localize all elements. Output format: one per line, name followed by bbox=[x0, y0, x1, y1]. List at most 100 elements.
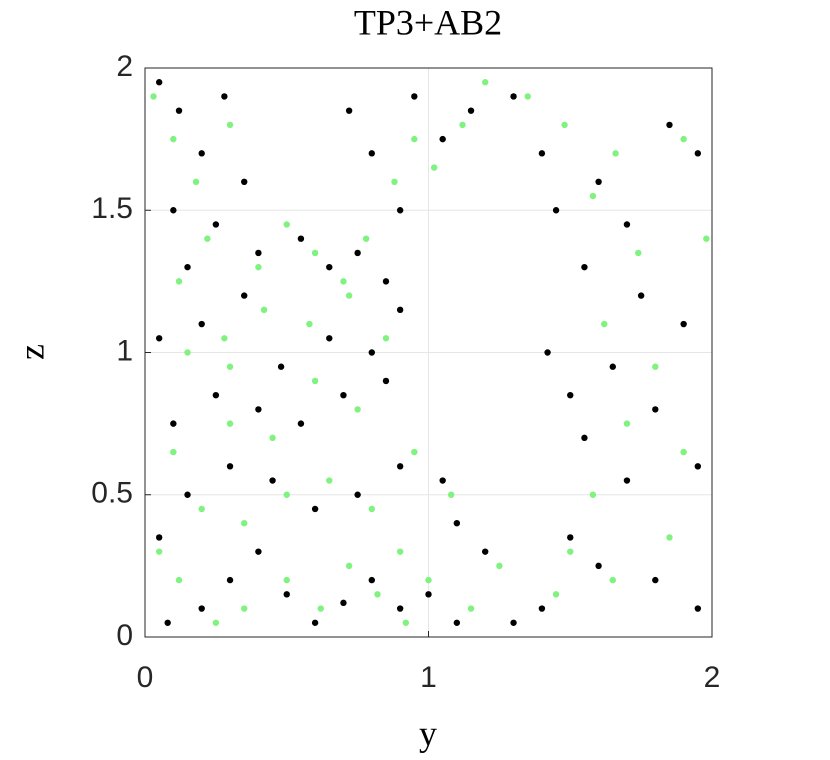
point bbox=[703, 235, 710, 242]
point bbox=[510, 619, 517, 626]
x-tick-label: 1 bbox=[420, 661, 437, 694]
point bbox=[241, 178, 248, 185]
point bbox=[601, 320, 608, 328]
point bbox=[226, 363, 234, 370]
point bbox=[567, 534, 574, 541]
point bbox=[609, 576, 616, 584]
x-tick-label: 2 bbox=[704, 661, 721, 694]
point bbox=[382, 335, 390, 342]
point bbox=[609, 363, 616, 370]
point bbox=[544, 349, 551, 356]
point bbox=[482, 548, 489, 555]
point bbox=[226, 463, 234, 470]
point bbox=[354, 406, 361, 413]
point bbox=[184, 491, 191, 498]
point bbox=[482, 79, 489, 86]
point bbox=[226, 420, 234, 427]
point bbox=[212, 619, 220, 626]
point bbox=[226, 576, 234, 584]
point bbox=[175, 107, 183, 114]
point bbox=[283, 491, 290, 498]
point bbox=[411, 135, 418, 143]
point bbox=[283, 576, 290, 584]
point bbox=[155, 548, 163, 555]
point bbox=[204, 235, 211, 242]
point bbox=[524, 93, 531, 100]
point bbox=[269, 477, 276, 484]
points bbox=[150, 79, 710, 626]
point bbox=[283, 221, 290, 228]
point bbox=[391, 178, 398, 185]
point bbox=[447, 491, 455, 498]
point bbox=[221, 93, 228, 100]
point bbox=[652, 363, 659, 370]
point bbox=[430, 164, 438, 171]
point bbox=[317, 605, 324, 612]
point bbox=[589, 192, 597, 200]
point bbox=[311, 377, 319, 385]
point bbox=[297, 420, 305, 427]
point bbox=[374, 591, 381, 598]
point bbox=[198, 150, 205, 157]
point bbox=[170, 420, 177, 427]
point bbox=[255, 249, 262, 257]
point bbox=[345, 107, 353, 114]
point bbox=[612, 150, 619, 157]
point bbox=[326, 335, 333, 342]
point bbox=[277, 363, 285, 370]
point bbox=[164, 619, 171, 626]
point bbox=[453, 619, 461, 626]
point bbox=[425, 591, 432, 598]
point bbox=[311, 619, 319, 626]
x-tick-label: 0 bbox=[137, 661, 154, 694]
point bbox=[623, 420, 631, 427]
point bbox=[255, 548, 262, 555]
point bbox=[198, 505, 205, 513]
point bbox=[255, 406, 262, 413]
point bbox=[561, 121, 568, 129]
point bbox=[255, 263, 262, 271]
point bbox=[538, 150, 546, 157]
y-tick-label: 1.5 bbox=[91, 192, 133, 225]
point bbox=[368, 349, 375, 356]
point bbox=[155, 534, 163, 541]
point bbox=[538, 605, 546, 612]
point bbox=[459, 121, 466, 129]
point bbox=[170, 448, 177, 456]
point bbox=[368, 150, 375, 157]
point bbox=[453, 520, 461, 527]
point bbox=[340, 391, 347, 399]
point bbox=[567, 548, 574, 555]
point bbox=[362, 235, 370, 242]
point bbox=[581, 434, 588, 442]
point bbox=[411, 448, 418, 456]
point bbox=[345, 292, 353, 299]
point bbox=[212, 221, 220, 228]
point bbox=[269, 434, 276, 442]
point bbox=[340, 599, 347, 607]
point bbox=[175, 576, 183, 584]
point bbox=[510, 93, 517, 100]
point bbox=[354, 249, 361, 257]
point bbox=[552, 591, 560, 598]
point bbox=[680, 448, 687, 456]
x-axis-label: y bbox=[419, 713, 437, 753]
point bbox=[680, 320, 687, 328]
point bbox=[652, 576, 659, 584]
point bbox=[467, 605, 475, 612]
point bbox=[198, 605, 205, 612]
point bbox=[354, 491, 361, 498]
point bbox=[260, 306, 268, 314]
point bbox=[155, 335, 163, 342]
point bbox=[467, 107, 475, 114]
point bbox=[589, 491, 597, 498]
point bbox=[326, 263, 333, 271]
y-tick-label: 0.5 bbox=[91, 477, 133, 510]
point bbox=[666, 534, 673, 541]
point bbox=[396, 548, 404, 555]
point bbox=[552, 207, 560, 214]
point bbox=[184, 263, 191, 271]
point bbox=[226, 121, 234, 129]
point bbox=[623, 477, 631, 484]
point bbox=[694, 150, 702, 157]
